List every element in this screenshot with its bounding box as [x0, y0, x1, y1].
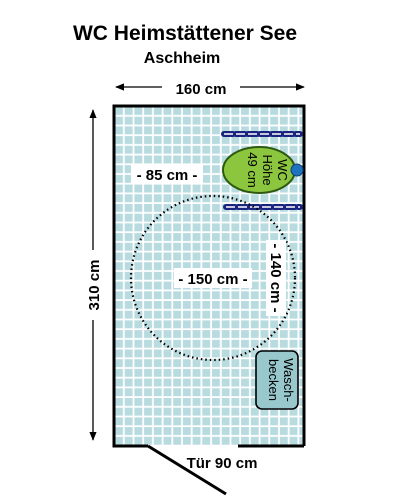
- wc-clearance-label-bg: [131, 164, 203, 184]
- door-label: Tür 90 cm: [187, 455, 258, 472]
- door-leaf: [147, 444, 227, 496]
- wc-label: WC Höhe 49 cm: [245, 152, 290, 187]
- side-clearance-label: - 140 cm -: [267, 243, 284, 312]
- wc-clearance-label: - 85 cm -: [137, 167, 198, 184]
- subtitle: Aschheim: [144, 50, 220, 67]
- turning-circle: [129, 194, 297, 362]
- flush-button-icon: [290, 163, 304, 177]
- sink-label-line-2: becken: [266, 359, 281, 401]
- title: WC Heimstättener See: [73, 22, 297, 45]
- room-walls: [112, 104, 306, 448]
- wc-label-line-2: Höhe: [260, 154, 275, 185]
- wc-label-line-1: WC: [275, 159, 290, 181]
- wash-basin: [255, 350, 299, 410]
- width-label: 160 cm: [176, 81, 227, 98]
- length-label: 310 cm: [86, 260, 103, 311]
- width-label-bg: [162, 77, 240, 97]
- sink-label: Wasch- becken: [266, 358, 296, 402]
- length-label-bg: [82, 250, 104, 320]
- side-clearance-label-bg: [266, 240, 286, 316]
- wc-label-line-3: 49 cm: [245, 152, 260, 187]
- turning-circle-label: - 150 cm -: [178, 271, 247, 288]
- turning-circle-label-bg: [174, 268, 252, 288]
- sink-label-line-1: Wasch-: [281, 358, 296, 402]
